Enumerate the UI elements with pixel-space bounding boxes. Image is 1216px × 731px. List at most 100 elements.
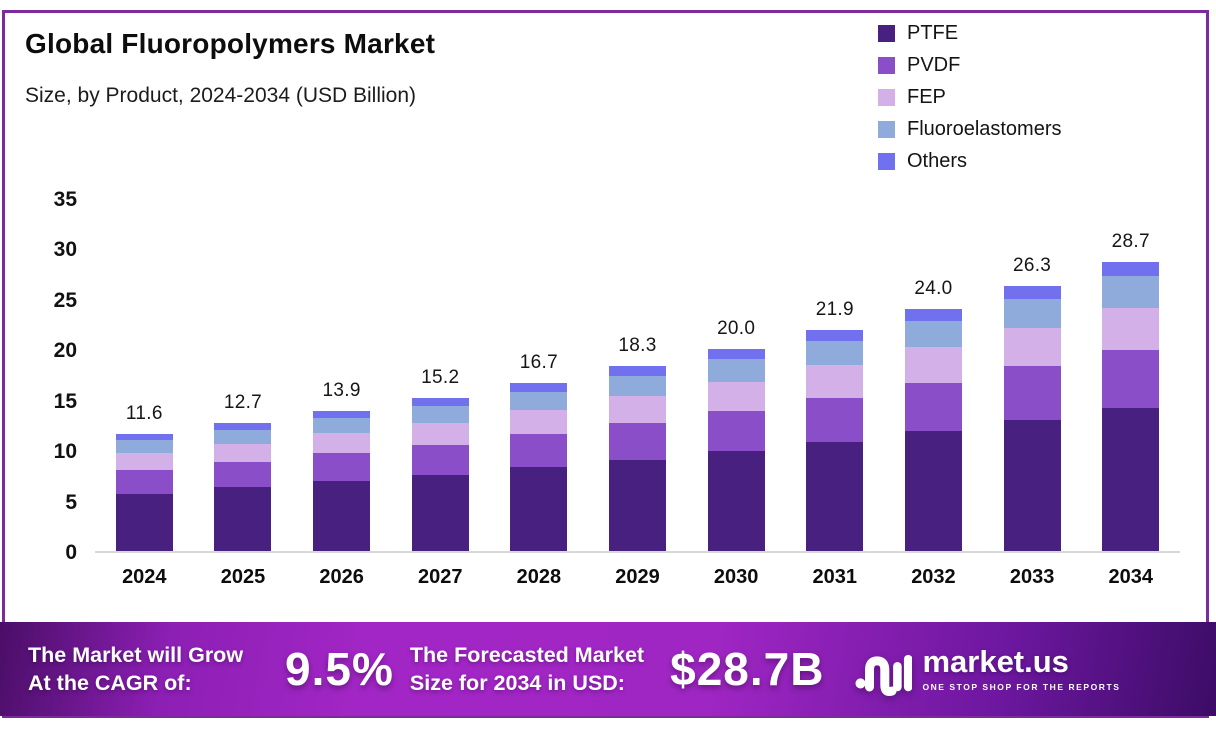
page-subtitle: Size, by Product, 2024-2034 (USD Billion… [25,84,417,107]
bar-total-label-2029: 18.3 [618,335,657,357]
x-axis-label-2025: 2025 [220,566,266,588]
bar-segment-ptfe [115,493,173,551]
legend-label-pvdf: PVDF [907,54,961,76]
bar-segment-others [411,397,469,406]
bar-group-2030: 20.0 2030 [687,200,786,588]
x-axis-label-2031: 2031 [812,566,858,588]
bar-segment-fep [313,433,371,454]
bar-segment-fluoroelastomers [707,359,765,382]
stacked-bar-chart: 11.6 2024 12.7 2025 13.9 2026 15.2 2027 16.7 2028… [95,200,1180,588]
bar-total-label-2030: 20.0 [717,318,756,340]
legend-label-fep: FEP [907,86,946,108]
bar-segment-fep [1003,328,1061,367]
bar-segment-fep [510,409,568,435]
x-axis-label-2028: 2028 [516,566,562,588]
marketus-logo-text: market.us [922,644,1069,680]
bar-segment-pvdf [214,462,272,488]
bar-segment-ptfe [707,451,765,551]
bar-segment-fep [115,453,173,471]
bar-stack-2031 [806,330,864,551]
legend-swatch-fluoroelastomers [878,121,895,138]
bar-stack-2032 [904,308,962,551]
bar-segment-pvdf [115,470,173,494]
bar-stack-2028 [510,382,568,551]
cagr-label-line2: At the CAGR of: [28,671,192,695]
bar-group-2029: 18.3 2029 [588,200,687,588]
forecast-value: $28.7B [670,643,825,695]
bar-segment-ptfe [904,430,962,551]
x-axis-label-2027: 2027 [417,566,463,588]
bar-segment-ptfe [609,460,667,551]
bar-total-label-2033: 26.3 [1012,254,1052,276]
bar-segment-fluoroelastomers [1003,298,1061,329]
x-axis-label-2034: 2034 [1108,566,1153,588]
bar-segment-pvdf [313,453,371,482]
bar-group-2026: 13.9 2026 [292,200,391,588]
bar-segment-fluoroelastomers [806,341,864,366]
bar-segment-fluoroelastomers [411,405,469,423]
y-axis-tick-5: 5 [65,490,77,514]
y-axis-tick-35: 35 [53,188,77,211]
bar-segment-others [313,410,371,418]
bar-total-label-2028: 16.7 [519,351,558,373]
bar-segment-fep [806,365,864,398]
bar-group-2027: 15.2 2027 [391,200,490,588]
bar-segment-pvdf [806,397,864,443]
marketus-logo-icon [855,654,913,696]
bar-group-2033: 26.3 2033 [983,200,1082,588]
bar-segment-pvdf [1102,350,1160,408]
bar-segment-fluoroelastomers [1102,275,1160,308]
bar-segment-ptfe [1003,419,1061,551]
marketus-logo: market.us ONE STOP SHOP FOR THE REPORTS [854,642,1120,696]
bar-stack-2030 [707,349,765,551]
bar-segment-fluoroelastomers [313,417,371,434]
bar-segment-fep [411,422,469,446]
legend-item-pvdf: PVDF [878,54,1062,77]
bar-segment-pvdf [707,410,765,452]
bar-total-label-2025: 12.7 [223,391,263,413]
y-axis-tick-25: 25 [53,288,77,312]
forecast-label: The Forecasted Market Size for 2034 in U… [410,641,644,698]
cagr-label: The Market will Grow At the CAGR of: [28,641,243,698]
bar-group-2024: 11.6 2024 [95,200,194,588]
bar-segment-pvdf [609,422,667,461]
bar-total-label-2026: 13.9 [322,379,361,401]
bar-total-label-2027: 15.2 [421,366,460,388]
legend-swatch-ptfe [878,25,895,42]
bar-total-label-2031: 21.9 [815,299,854,321]
x-axis-label-2032: 2032 [911,566,956,588]
x-axis-label-2033: 2033 [1009,566,1055,588]
bar-segment-pvdf [411,445,469,476]
bar-group-2025: 12.7 2025 [194,200,293,588]
bar-segment-others [1102,261,1160,276]
bar-segment-fep [214,444,272,463]
bar-total-label-2032: 24.0 [914,277,953,299]
bar-segment-others [904,308,962,322]
legend-item-fluoroelastomers: Fluoroelastomers [878,118,1062,141]
bar-stack-2034 [1102,261,1160,551]
bar-segment-fluoroelastomers [214,430,272,445]
bar-segment-others [609,366,667,376]
bar-segment-ptfe [806,442,864,551]
bar-segment-pvdf [510,434,568,468]
bar-segment-ptfe [510,467,568,551]
forecast-label-line1: The Forecasted Market [409,642,645,667]
bar-stack-2025 [214,422,272,551]
legend-label-fluoroelastomers: Fluoroelastomers [907,118,1062,140]
bar-stack-2033 [1003,285,1061,551]
y-axis-tick-15: 15 [53,389,77,413]
bar-segment-fluoroelastomers [510,391,568,410]
bar-group-2034: 28.7 2034 [1081,200,1180,588]
x-axis-label-2024: 2024 [122,566,167,588]
bar-segment-fep [1102,307,1160,351]
cagr-value: 9.5% [285,643,394,695]
marketus-logo-tagline: ONE STOP SHOP FOR THE REPORTS [922,681,1121,692]
bar-segment-ptfe [1102,407,1160,551]
bar-group-2028: 16.7 2028 [490,200,589,588]
bar-segment-fep [609,395,667,423]
bar-segment-ptfe [313,481,371,551]
page-title: Global Fluoropolymers Market [25,28,436,59]
bar-stack-2029 [609,366,667,551]
bar-stack-2027 [411,397,469,551]
bar-segment-fluoroelastomers [609,375,667,396]
